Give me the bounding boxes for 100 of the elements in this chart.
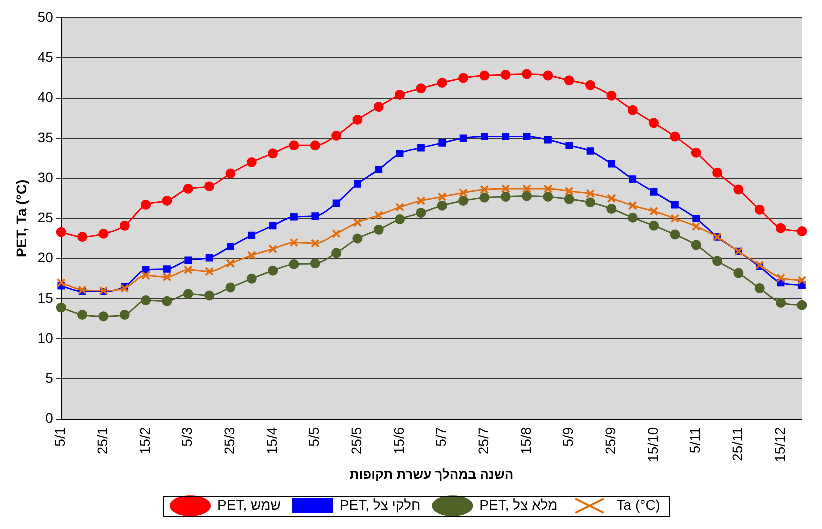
point xyxy=(162,196,172,206)
point xyxy=(120,284,130,294)
point xyxy=(606,204,617,214)
point xyxy=(629,176,637,184)
x-tick-label: 5/11 xyxy=(687,427,704,454)
point xyxy=(289,140,300,151)
point xyxy=(56,302,66,313)
point xyxy=(395,90,406,100)
point xyxy=(184,266,193,275)
point xyxy=(798,276,807,286)
point xyxy=(206,254,214,262)
point xyxy=(754,284,765,294)
point xyxy=(692,222,701,232)
point xyxy=(78,310,88,320)
point xyxy=(353,218,362,228)
point xyxy=(564,194,574,204)
point xyxy=(98,228,109,239)
x-tick-label: 5/7 xyxy=(433,427,450,447)
x-tick-label: 5/1 xyxy=(52,427,68,447)
point xyxy=(354,180,362,188)
point xyxy=(183,289,194,300)
point xyxy=(438,140,446,147)
point xyxy=(332,248,342,258)
point xyxy=(480,192,490,203)
x-tick-label: 15/10 xyxy=(644,427,661,462)
point xyxy=(289,259,300,270)
x-tick-label: 25/1 xyxy=(94,427,111,455)
point xyxy=(797,226,808,237)
point xyxy=(670,214,680,224)
point xyxy=(142,271,151,280)
point xyxy=(544,136,552,144)
point xyxy=(246,274,257,284)
point xyxy=(332,200,340,208)
point xyxy=(543,70,554,81)
point xyxy=(776,274,786,283)
point xyxy=(141,200,152,210)
point xyxy=(78,286,88,295)
point xyxy=(586,148,594,155)
point xyxy=(416,196,426,206)
point xyxy=(543,192,554,202)
point xyxy=(162,296,172,306)
y-tick-label: 15 xyxy=(38,290,54,306)
x-tick-label: 5/3 xyxy=(179,427,196,447)
point xyxy=(375,166,383,174)
point xyxy=(352,114,363,125)
point xyxy=(437,78,448,88)
point xyxy=(246,157,257,168)
point xyxy=(606,90,617,101)
x-tick-label: 15/12 xyxy=(772,427,788,462)
point xyxy=(248,232,256,240)
point xyxy=(374,210,384,220)
y-axis-title: PET, Ta (°C) xyxy=(13,180,30,258)
point xyxy=(458,196,469,206)
point xyxy=(564,186,574,196)
y-tick-label: 10 xyxy=(38,330,54,346)
x-tick-label: 5/9 xyxy=(560,427,576,447)
x-tick-label: 5/5 xyxy=(306,427,322,447)
point xyxy=(650,188,658,196)
point xyxy=(332,229,342,238)
point xyxy=(608,160,616,168)
point xyxy=(670,230,680,240)
x-tick-label: 15/2 xyxy=(136,427,153,455)
point xyxy=(227,243,234,250)
point xyxy=(268,148,278,159)
point xyxy=(460,134,468,142)
point xyxy=(523,133,531,140)
point xyxy=(691,240,702,250)
point xyxy=(56,227,66,238)
point xyxy=(628,212,638,223)
point xyxy=(522,69,532,80)
point xyxy=(374,224,384,235)
point xyxy=(374,102,384,112)
x-tick-label: 25/7 xyxy=(476,427,492,455)
point xyxy=(183,184,194,194)
point xyxy=(502,133,510,140)
x-tick-label: 25/11 xyxy=(730,427,746,462)
point xyxy=(480,185,490,194)
point xyxy=(269,222,277,230)
point xyxy=(754,204,765,215)
point xyxy=(418,144,425,152)
x-tick-label: 25/5 xyxy=(348,427,365,455)
y-tick-label: 20 xyxy=(38,250,54,266)
point xyxy=(692,215,700,222)
point xyxy=(416,208,426,218)
point xyxy=(290,238,299,248)
point xyxy=(205,267,214,276)
point xyxy=(310,140,320,151)
point xyxy=(396,150,404,158)
x-tick-label: 25/9 xyxy=(602,427,619,455)
point xyxy=(481,133,488,140)
y-tick-label: 50 xyxy=(38,8,54,25)
point xyxy=(544,184,553,194)
point xyxy=(797,300,808,310)
point xyxy=(120,310,130,320)
point xyxy=(416,84,426,94)
point xyxy=(586,189,596,198)
point xyxy=(204,182,215,192)
x-tick-label: 15/6 xyxy=(390,427,407,455)
point xyxy=(396,202,405,212)
y-tick-label: 30 xyxy=(38,169,54,186)
